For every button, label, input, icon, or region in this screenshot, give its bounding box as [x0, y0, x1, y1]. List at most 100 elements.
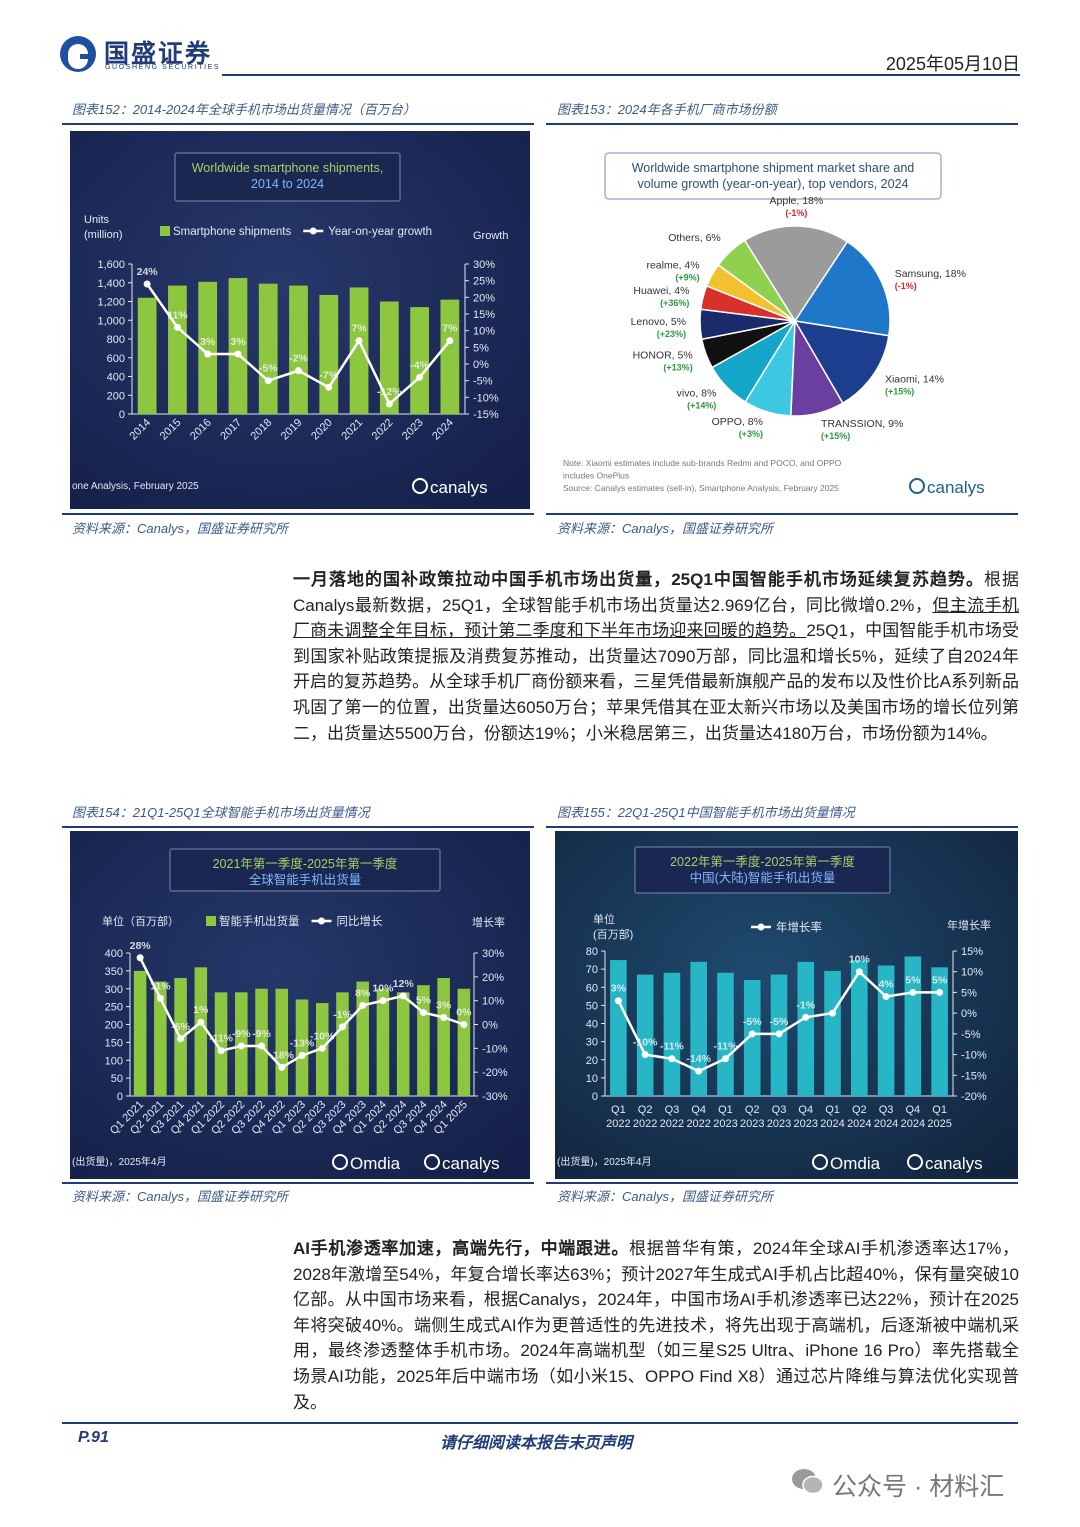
data-label: -11%: [660, 1041, 685, 1053]
legend-swatch: [206, 916, 216, 926]
line-point: [325, 383, 333, 391]
data-label: -6%: [171, 1021, 190, 1033]
line-point: [385, 400, 393, 408]
data-label: -1%: [333, 1009, 352, 1021]
x-tick-label-line: 2024: [820, 1118, 844, 1130]
bar: [289, 285, 308, 414]
figure-source: 资料来源：Canalys，国盛证券研究所: [72, 521, 288, 536]
y-axis-label: (million): [84, 229, 123, 241]
legend-swatch: [757, 923, 765, 931]
bar: [877, 965, 895, 1096]
y2-tick-label: 25%: [473, 276, 495, 288]
source-rule: [546, 513, 1018, 515]
text-run: 25Q1，中国智能手机市场受到国家补贴政策提振及消费复苏推动，出货量达7090万…: [293, 621, 1020, 743]
y-tick-label: 250: [105, 1002, 123, 1014]
data-label: 5%: [905, 974, 921, 986]
data-label: -5%: [743, 1016, 762, 1028]
x-tick-label-line: Q1: [718, 1104, 733, 1116]
bar: [198, 281, 218, 414]
y-tick-label: 350: [105, 966, 123, 978]
figure-source: 资料来源：Canalys，国盛证券研究所: [72, 1189, 288, 1204]
figure-caption: 图表154：21Q1-25Q1全球智能手机市场出货量情况: [72, 805, 370, 820]
line-point: [614, 997, 622, 1005]
line-point: [143, 280, 151, 288]
x-tick-label-line: Q3: [772, 1104, 787, 1116]
y2-tick-label: 10%: [473, 326, 495, 338]
y-tick-label: 600: [107, 353, 125, 365]
paragraph: AI手机渗透率加速，高端先行，中端跟进。根据普华有策，2024年全球AI手机渗透…: [293, 1236, 1019, 1415]
data-label: 0%: [456, 1007, 472, 1019]
bar: [214, 992, 228, 1096]
x-tick-label-line: 2023: [794, 1118, 818, 1130]
page-number: P.91: [78, 1429, 109, 1446]
legend-label: Smartphone shipments: [173, 226, 292, 238]
data-label: -12%: [377, 386, 402, 398]
chart-title: 2021年第一季度-2025年第一季度: [213, 856, 398, 871]
slice-label: Apple, 18%: [770, 195, 824, 207]
logo-subtext: GUOSHENG SECURITIES: [105, 64, 221, 71]
x-tick-label: Q4 2024: [901, 1104, 925, 1130]
data-label: -9%: [232, 1028, 251, 1040]
x-tick-label: Q3 2024: [874, 1104, 898, 1130]
chart-note: Source: Canalys estimates (sell-in), Sma…: [563, 483, 839, 493]
logo-mark: [424, 1154, 440, 1170]
figure-caption: 图表153：2024年各手机厂商市场份额: [557, 102, 777, 117]
source-rule: [62, 513, 534, 515]
x-tick-label-line: Q1: [932, 1104, 947, 1116]
logo-mark: [812, 1154, 828, 1170]
text-run: AI手机渗透率加速，高端先行，中端跟进。: [293, 1239, 630, 1258]
x-tick-label: Q1 2023: [713, 1104, 737, 1130]
y2-tick-label: 15%: [961, 946, 983, 958]
x-tick-label-line: Q3: [665, 1104, 680, 1116]
data-label: -11%: [209, 1033, 234, 1045]
y-tick-label: 50: [111, 1073, 123, 1085]
slice-label: Others, 6%: [668, 232, 721, 244]
pie-slice: [717, 239, 796, 322]
bar: [851, 960, 868, 1096]
x-tick-label: Q1 2022: [606, 1104, 630, 1130]
line-point: [177, 1035, 185, 1043]
chart: Worldwide smartphone shipment market sha…: [555, 131, 1018, 509]
slice-label: Xiaomi, 14%: [885, 374, 944, 386]
bar: [743, 980, 761, 1096]
figure-caption: 图表152：2014-2024年全球手机市场出货量情况（百万台）: [72, 102, 416, 117]
line-point: [156, 994, 164, 1002]
y2-tick-label: -15%: [961, 1070, 987, 1082]
data-label: 28%: [130, 940, 152, 952]
data-label: 3%: [611, 983, 627, 995]
line-point: [419, 1009, 427, 1017]
slice-label: Huawei, 4%: [633, 285, 689, 297]
bar: [437, 978, 450, 1096]
x-tick-label: Q1 2024: [820, 1104, 844, 1130]
title-box: [604, 152, 942, 200]
x-tick-label: Q2 2023: [740, 1104, 764, 1130]
line-point: [295, 367, 302, 375]
data-label: -18%: [270, 1049, 295, 1061]
line-point: [173, 323, 181, 331]
x-tick-label-line: Q3: [879, 1104, 894, 1116]
logo-mark: [907, 1154, 923, 1170]
bar: [168, 285, 187, 414]
y2-tick-label: -10%: [482, 1043, 508, 1055]
y-tick-label: 800: [107, 334, 125, 346]
growth-label: (-1%): [785, 208, 807, 218]
x-tick-label-line: Q1: [611, 1104, 626, 1116]
bar: [154, 981, 167, 1096]
data-label: -11%: [713, 1041, 738, 1053]
line-point: [379, 997, 387, 1005]
line-point: [721, 1055, 729, 1063]
line-point: [829, 1009, 837, 1017]
logo-text: canalys: [925, 1154, 983, 1173]
data-label: -7%: [319, 369, 338, 381]
chart-footer: (出货量)，2025年4月: [557, 1155, 651, 1168]
y-tick-label: 0: [592, 1091, 598, 1103]
data-label: -1%: [796, 999, 815, 1011]
line-point: [338, 1023, 346, 1031]
y2-axis-label: Growth: [473, 230, 508, 242]
y2-tick-label: 30%: [473, 259, 495, 271]
data-label: 7%: [351, 323, 367, 335]
line-point: [641, 1051, 649, 1059]
bar: [636, 974, 654, 1096]
line-point: [234, 350, 242, 358]
growth-label: (+13%): [663, 363, 692, 373]
